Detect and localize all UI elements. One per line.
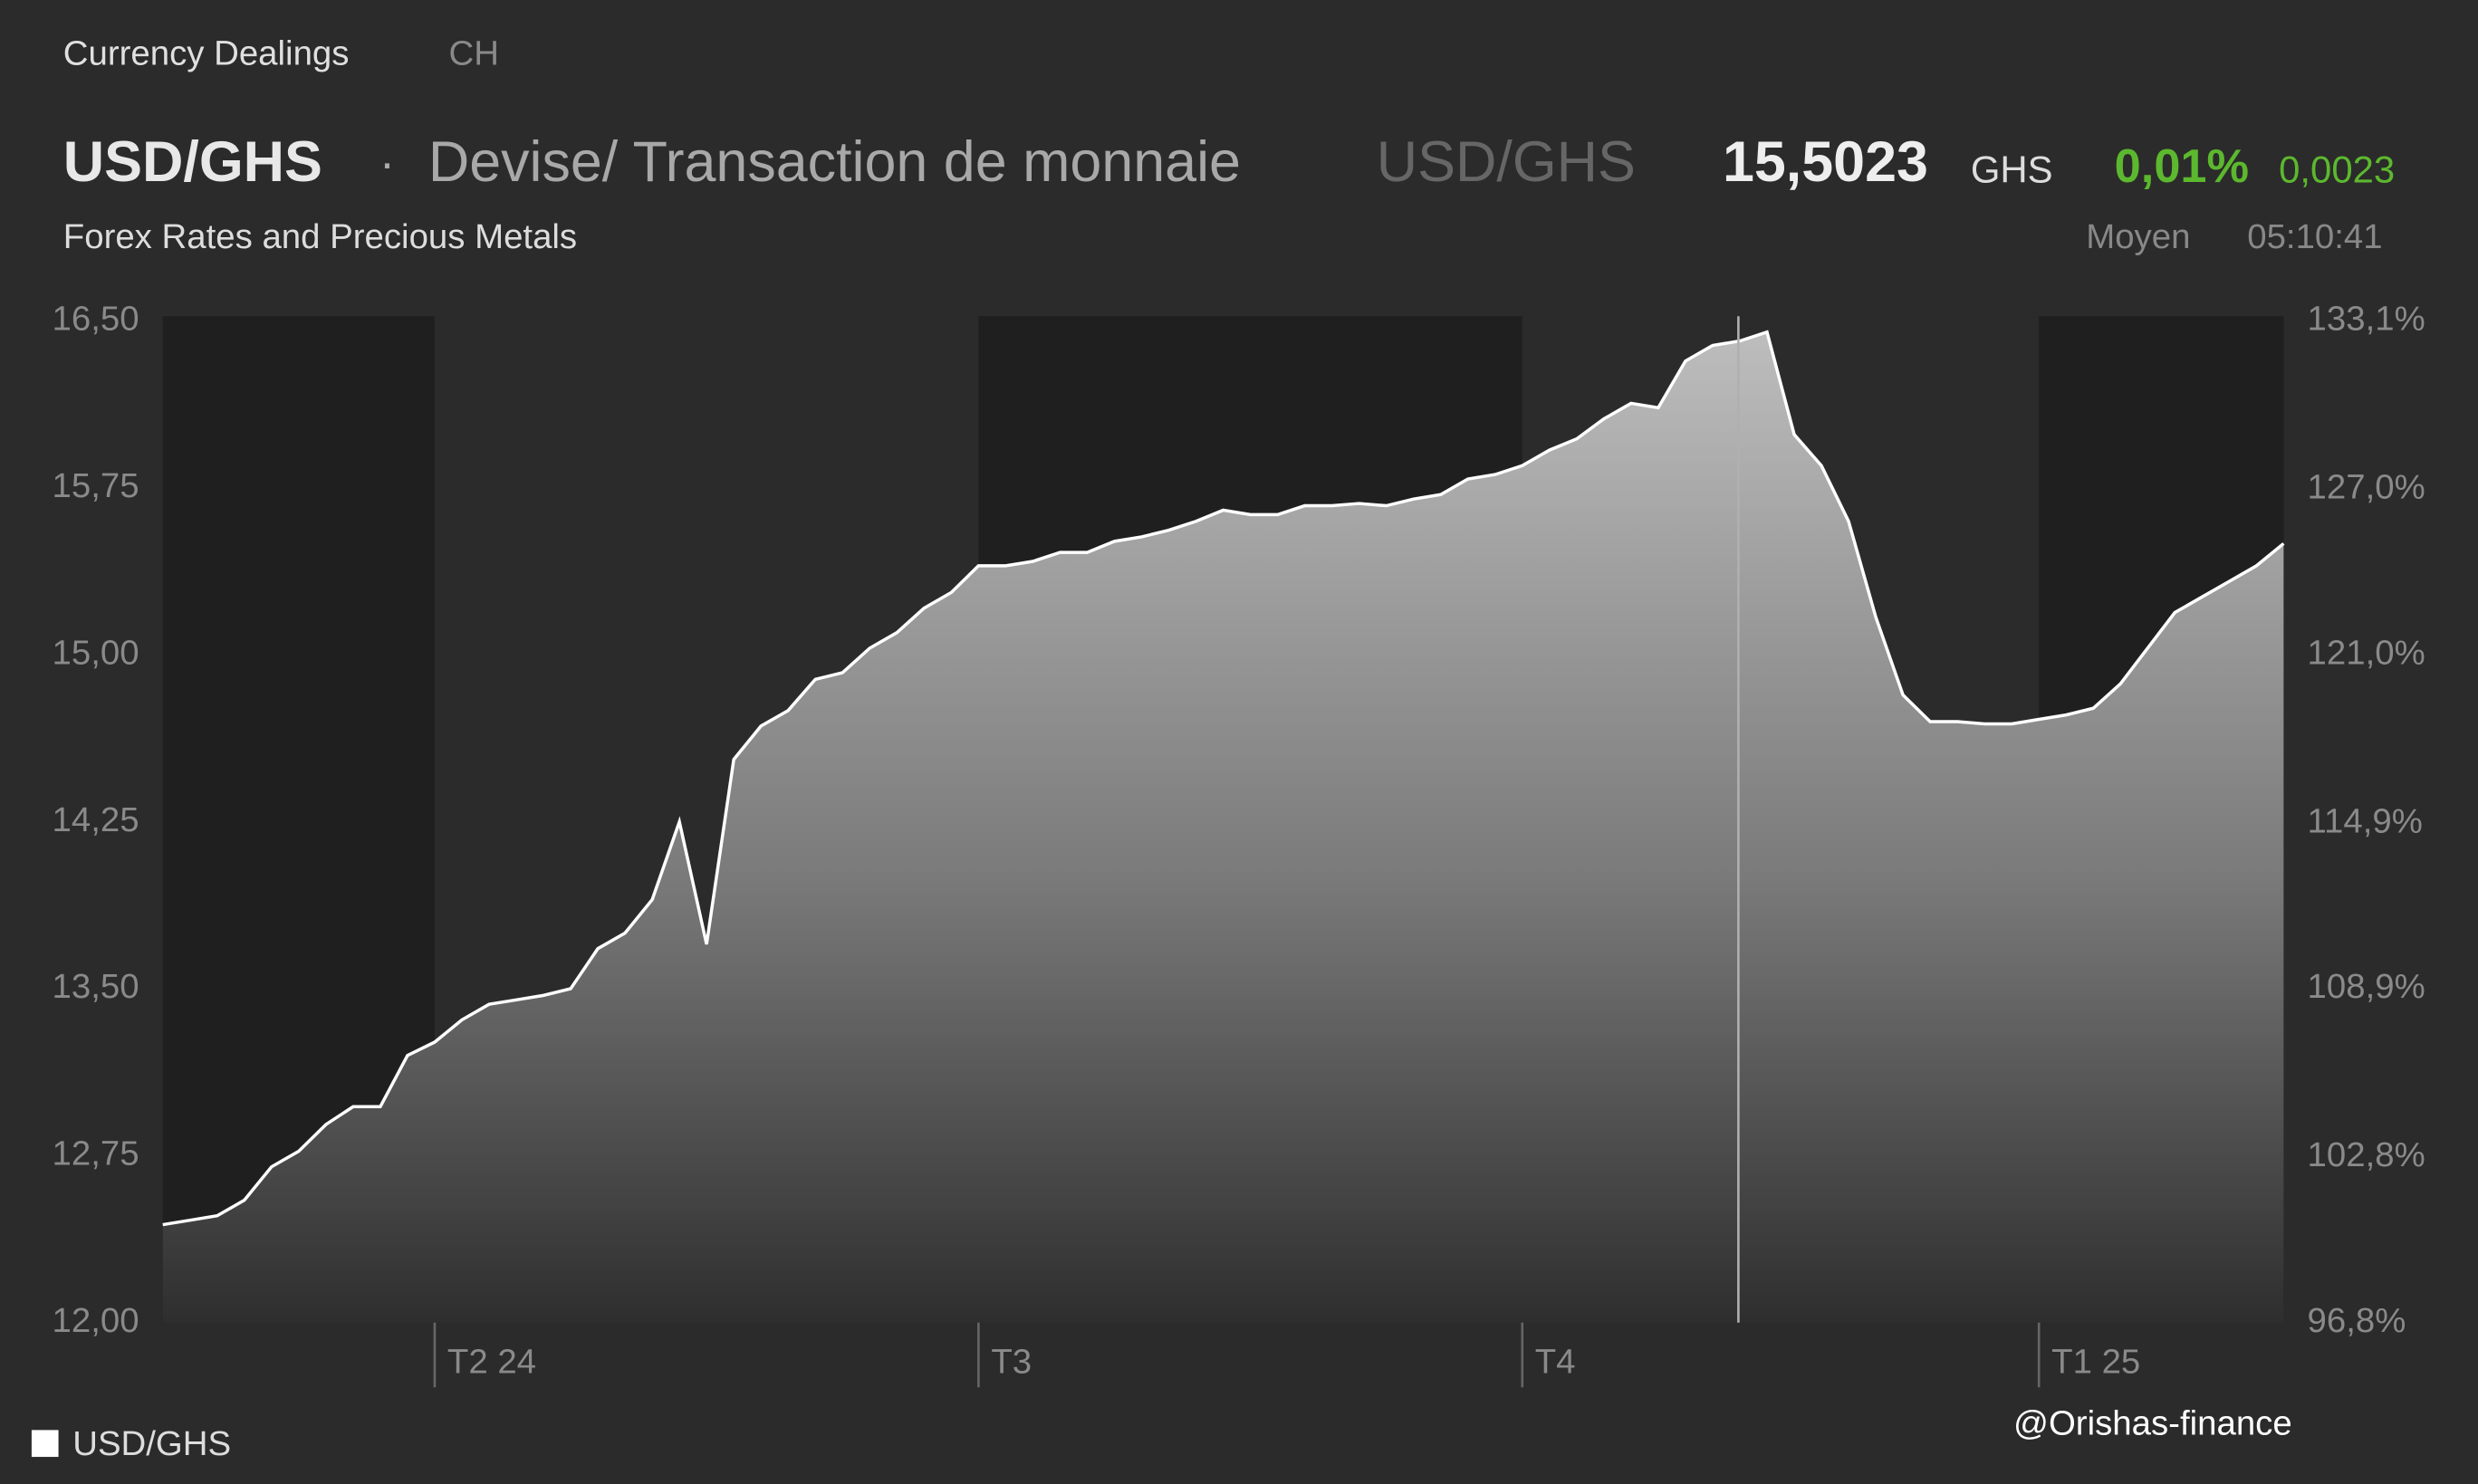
legend-swatch[interactable] — [31, 1430, 59, 1458]
market-tab[interactable]: CH — [449, 34, 499, 72]
change-abs: 0,0023 — [2279, 148, 2395, 191]
legend-label[interactable]: USD/GHS — [72, 1424, 231, 1463]
time: 05:10:41 — [2247, 217, 2382, 256]
y-tick-label: 15,75 — [53, 466, 139, 505]
y2-tick-label: 114,9% — [2308, 801, 2423, 840]
separator: · — [379, 137, 395, 189]
area — [162, 331, 2284, 1323]
x-tick-label: T1 25 — [2051, 1342, 2140, 1381]
y-tick-label: 15,00 — [53, 633, 139, 672]
symbol: USD/GHS — [63, 130, 322, 194]
y2-tick-label: 121,0% — [2308, 633, 2425, 672]
y2-tick-label: 127,0% — [2308, 468, 2425, 507]
change-pct: 0,01% — [2115, 140, 2249, 193]
price: 15,5023 — [1723, 130, 1928, 194]
y-tick-label: 14,25 — [53, 800, 139, 839]
x-tick-label: T3 — [991, 1342, 1032, 1381]
description: Devise/ Transaction de monnaie — [428, 130, 1241, 194]
y-tick-label: 13,50 — [53, 967, 139, 1006]
symbol-alt: USD/GHS — [1377, 130, 1636, 194]
y2-tick-label: 108,9% — [2308, 967, 2425, 1006]
y-tick-label: 12,75 — [53, 1135, 139, 1173]
currency: GHS — [1971, 148, 2053, 191]
x-tick-label: T2 24 — [447, 1342, 536, 1381]
y-tick-label: 12,00 — [53, 1301, 139, 1340]
price-type: Moyen — [2086, 217, 2190, 256]
section-tab[interactable]: Currency Dealings — [63, 34, 350, 72]
y-tick-label: 16,50 — [53, 300, 139, 339]
line — [162, 330, 2285, 1227]
y2-tick-label: 96,8% — [2308, 1301, 2406, 1340]
y2-tick-label: 133,1% — [2308, 300, 2425, 339]
x-tick-label: T4 — [1535, 1342, 1576, 1381]
y2-tick-label: 102,8% — [2308, 1135, 2425, 1174]
subtitle: Forex Rates and Precious Metals — [63, 217, 577, 256]
watermark: @Orishas-finance — [2013, 1403, 2292, 1442]
